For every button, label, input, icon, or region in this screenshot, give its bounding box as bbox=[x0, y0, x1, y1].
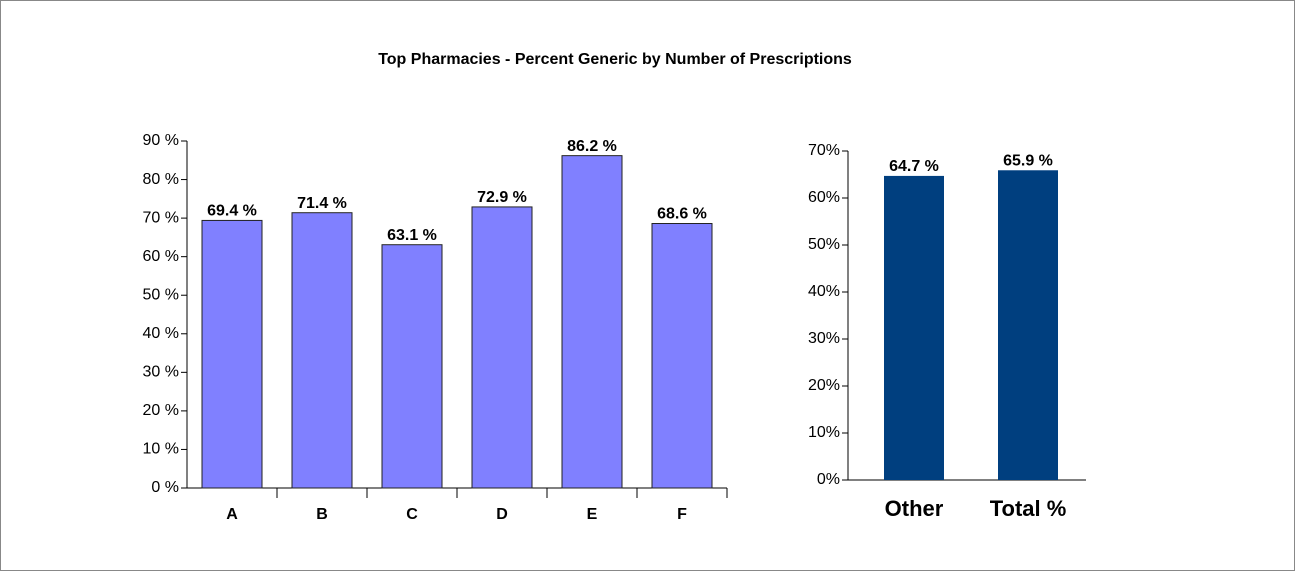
y-tick-label: 10% bbox=[808, 424, 840, 441]
y-tick-label: 50 % bbox=[143, 286, 179, 303]
x-tick-label: D bbox=[496, 506, 508, 523]
y-tick-label: 60% bbox=[808, 189, 840, 206]
value-label: 65.9 % bbox=[1003, 152, 1053, 169]
bar bbox=[471, 206, 533, 489]
bar bbox=[291, 212, 353, 489]
bar bbox=[561, 155, 623, 489]
x-tick-label: Other bbox=[885, 496, 944, 521]
x-tick-label: B bbox=[316, 506, 328, 523]
value-label: 69.4 % bbox=[207, 203, 257, 220]
x-tick-label: F bbox=[677, 506, 687, 523]
value-label: 63.1 % bbox=[387, 227, 437, 244]
chart-title: Top Pharmacies - Percent Generic by Numb… bbox=[378, 51, 852, 68]
value-label: 86.2 % bbox=[567, 138, 617, 155]
y-tick-label: 0% bbox=[817, 471, 840, 488]
y-tick-label: 50% bbox=[808, 236, 840, 253]
y-tick-label: 10 % bbox=[143, 441, 179, 458]
bar bbox=[884, 175, 944, 480]
y-tick-label: 20 % bbox=[143, 402, 179, 419]
bar bbox=[381, 244, 443, 489]
y-tick-label: 40 % bbox=[143, 325, 179, 342]
y-tick-label: 80 % bbox=[143, 171, 179, 188]
y-tick-label: 0 % bbox=[151, 479, 179, 496]
value-label: 71.4 % bbox=[297, 195, 347, 212]
y-tick-label: 20% bbox=[808, 377, 840, 394]
y-tick-label: 40% bbox=[808, 283, 840, 300]
bar bbox=[651, 223, 713, 489]
bar bbox=[201, 219, 263, 489]
x-tick-label: E bbox=[587, 506, 598, 523]
y-tick-label: 70% bbox=[808, 142, 840, 159]
x-tick-label: A bbox=[226, 506, 238, 523]
y-tick-label: 60 % bbox=[143, 248, 179, 265]
y-tick-label: 30% bbox=[808, 330, 840, 347]
bar bbox=[998, 170, 1058, 480]
value-label: 72.9 % bbox=[477, 189, 527, 206]
value-label: 64.7 % bbox=[889, 158, 939, 175]
x-tick-label: C bbox=[406, 506, 418, 523]
x-tick-label: Total % bbox=[990, 496, 1067, 521]
y-tick-label: 30 % bbox=[143, 364, 179, 381]
value-label: 68.6 % bbox=[657, 206, 707, 223]
y-tick-label: 70 % bbox=[143, 209, 179, 226]
y-tick-label: 90 % bbox=[143, 132, 179, 149]
